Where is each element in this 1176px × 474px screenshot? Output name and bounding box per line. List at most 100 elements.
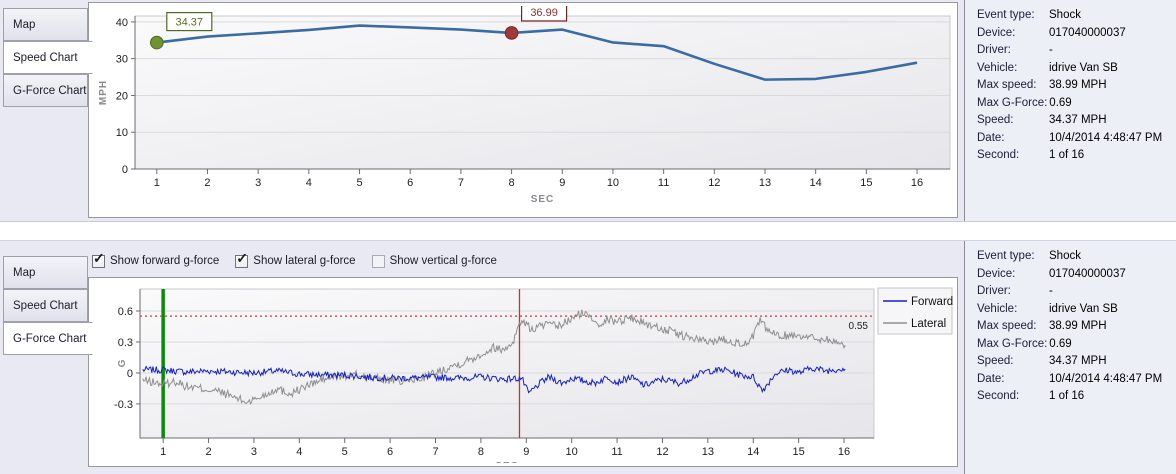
info-label: Event type: (977, 9, 1035, 21)
info-row: Second: 1 of 16 (977, 149, 1176, 161)
checkbox-checked-icon[interactable]: ✓ (235, 249, 249, 268)
info-row: Event type: Shock (977, 9, 1176, 21)
info-row: Second: 1 of 16 (977, 390, 1176, 402)
gforce-chart-container: -0.300.30.612345678910111213141516SECG0.… (88, 277, 958, 467)
info-value: Shock (1049, 250, 1081, 262)
info-row: Driver: - (977, 44, 1176, 56)
info-value: 017040000037 (1049, 26, 1126, 39)
info-label: Driver: (977, 285, 1011, 297)
info-row: Max G-Force: 0.69 (977, 338, 1176, 350)
checkbox-show-forward-g-force[interactable]: ✓ Show forward g-force (92, 249, 219, 268)
x-tick-label: 4 (296, 446, 302, 458)
speed-panel-tab-column: Map Speed Chart G-Force Chart (0, 0, 93, 221)
info-label: Date: (977, 372, 1005, 385)
info-label: Max G-Force: (977, 337, 1048, 350)
marker-label: 36.99 (530, 7, 558, 19)
tab-speed-chart[interactable]: Speed Chart (3, 289, 88, 322)
info-value: 38.99 MPH (1049, 79, 1107, 91)
tab-gforce-chart-label: G-Force Chart (13, 332, 87, 345)
marker-label-box (166, 11, 213, 32)
info-row: Max G-Force: 0.69 (977, 97, 1176, 109)
tab-gforce-chart[interactable]: G-Force Chart (3, 322, 93, 355)
x-tick-label: 14 (747, 446, 759, 458)
x-tick-label: 10 (566, 446, 578, 458)
info-value: - (1049, 285, 1053, 297)
marker-label: 34.37 (176, 17, 204, 29)
info-label: Date: (977, 131, 1005, 144)
legend-label: Forward (911, 296, 953, 308)
x-tick-label: 9 (559, 177, 565, 189)
info-value: Shock (1049, 9, 1081, 21)
info-row: Device: 017040000037 (977, 268, 1176, 280)
x-tick-label: 5 (356, 177, 362, 189)
x-tick-label: 6 (387, 446, 393, 458)
info-row: Date: 10/4/2014 4:48:47 PM (977, 132, 1176, 144)
x-tick-label: 4 (306, 177, 312, 189)
info-label: Driver: (977, 44, 1011, 56)
tab-map-label: Map (13, 18, 36, 31)
info-label: Max speed: (977, 320, 1037, 332)
y-axis-title: G (117, 359, 128, 367)
x-tick-label: 16 (838, 446, 850, 458)
info-row: Vehicle: idrive Van SB (977, 62, 1176, 74)
y-tick-label: 0.3 (118, 337, 133, 349)
info-row: Vehicle: idrive Van SB (977, 303, 1176, 315)
threshold-value-label: 0.55 (849, 321, 869, 332)
info-value: - (1049, 44, 1053, 56)
x-tick-label: 3 (255, 177, 261, 189)
x-tick-label: 8 (509, 177, 515, 189)
info-value: 34.37 MPH (1049, 114, 1107, 126)
gforce-checkbox-row: ✓ Show forward g-force ✓ Show lateral g-for… (92, 249, 513, 273)
x-tick-label: 1 (160, 446, 166, 458)
gforce-chart-panel: Map Speed Chart G-Force Chart ✓ Show forw… (0, 240, 1176, 474)
info-value: 1 of 16 (1049, 390, 1085, 402)
checkbox-unchecked-icon[interactable] (371, 254, 385, 268)
info-label: Speed: (977, 114, 1014, 126)
speed-line[interactable] (156, 24, 918, 81)
info-label: Max G-Force: (977, 96, 1048, 109)
x-tick-label: 14 (810, 177, 822, 189)
event-info-list: Event type: Shock Device: 017040000037 Drive… (977, 9, 1176, 161)
info-value: 10/4/2014 4:48:47 PM (1049, 372, 1163, 385)
y-tick-label: -0.3 (114, 399, 133, 411)
tab-map[interactable]: Map (3, 256, 88, 289)
y-tick-label: 20 (116, 90, 128, 102)
checkbox-show-lateral-g-force[interactable]: ✓ Show lateral g-force (235, 249, 356, 268)
x-axis-title: SEC (531, 194, 555, 205)
x-tick-label: 8 (478, 446, 484, 458)
checkbox-show-vertical-g-force[interactable]: Show vertical g-force (371, 254, 497, 268)
checkbox-checked-icon[interactable]: ✓ (92, 249, 105, 268)
checkbox-label: Show vertical g-force (389, 255, 497, 267)
info-row: Event type: Shock (977, 250, 1176, 262)
event-info-panel-top: Event type: Shock Device: 017040000037 Drive… (964, 0, 1176, 221)
x-tick-label: 1 (154, 177, 160, 189)
event-info-list: Event type: Shock Device: 017040000037 Drive… (977, 250, 1176, 402)
info-value: 34.37 MPH (1049, 355, 1107, 367)
info-label: Event type: (977, 250, 1035, 262)
speed-chart-panel: Map Speed Chart G-Force Chart 0 10 20 30 40 1… (0, 0, 1176, 222)
info-value: 0.69 (1049, 96, 1072, 109)
info-value: 1 of 16 (1049, 149, 1085, 161)
speed-chart-container: 0 10 20 30 40 1 2 3 4 5 6 7 8 9 10 11 12 13 14 15 16 SEC MPH 34… (88, 2, 958, 218)
x-tick-label: 5 (342, 446, 348, 458)
info-row: Device: 017040000037 (977, 27, 1176, 39)
tab-gforce-chart-label: G-Force Chart (13, 84, 87, 97)
x-axis-title: SEC (495, 461, 519, 463)
x-tick-label: 11 (658, 177, 669, 189)
legend-box (877, 287, 953, 335)
info-row: Max speed: 38.99 MPH (977, 320, 1176, 332)
tab-gforce-chart[interactable]: G-Force Chart (3, 74, 88, 107)
info-label: Max speed: (977, 79, 1037, 91)
event-info-panel-bottom: Event type: Shock Device: 017040000037 Drive… (964, 241, 1176, 474)
gforce-chart[interactable]: -0.300.30.612345678910111213141516SECG0.… (92, 281, 954, 463)
x-tick-label: 12 (656, 446, 668, 458)
event-second-marker[interactable] (504, 26, 519, 40)
x-tick-label: 7 (432, 446, 438, 458)
x-tick-label: 10 (607, 177, 619, 189)
x-tick-label: 15 (793, 446, 805, 458)
info-label: Second: (977, 149, 1020, 161)
tab-map[interactable]: Map (3, 8, 88, 41)
tab-speed-chart[interactable]: Speed Chart (3, 41, 93, 74)
start-second-marker[interactable] (149, 35, 164, 50)
